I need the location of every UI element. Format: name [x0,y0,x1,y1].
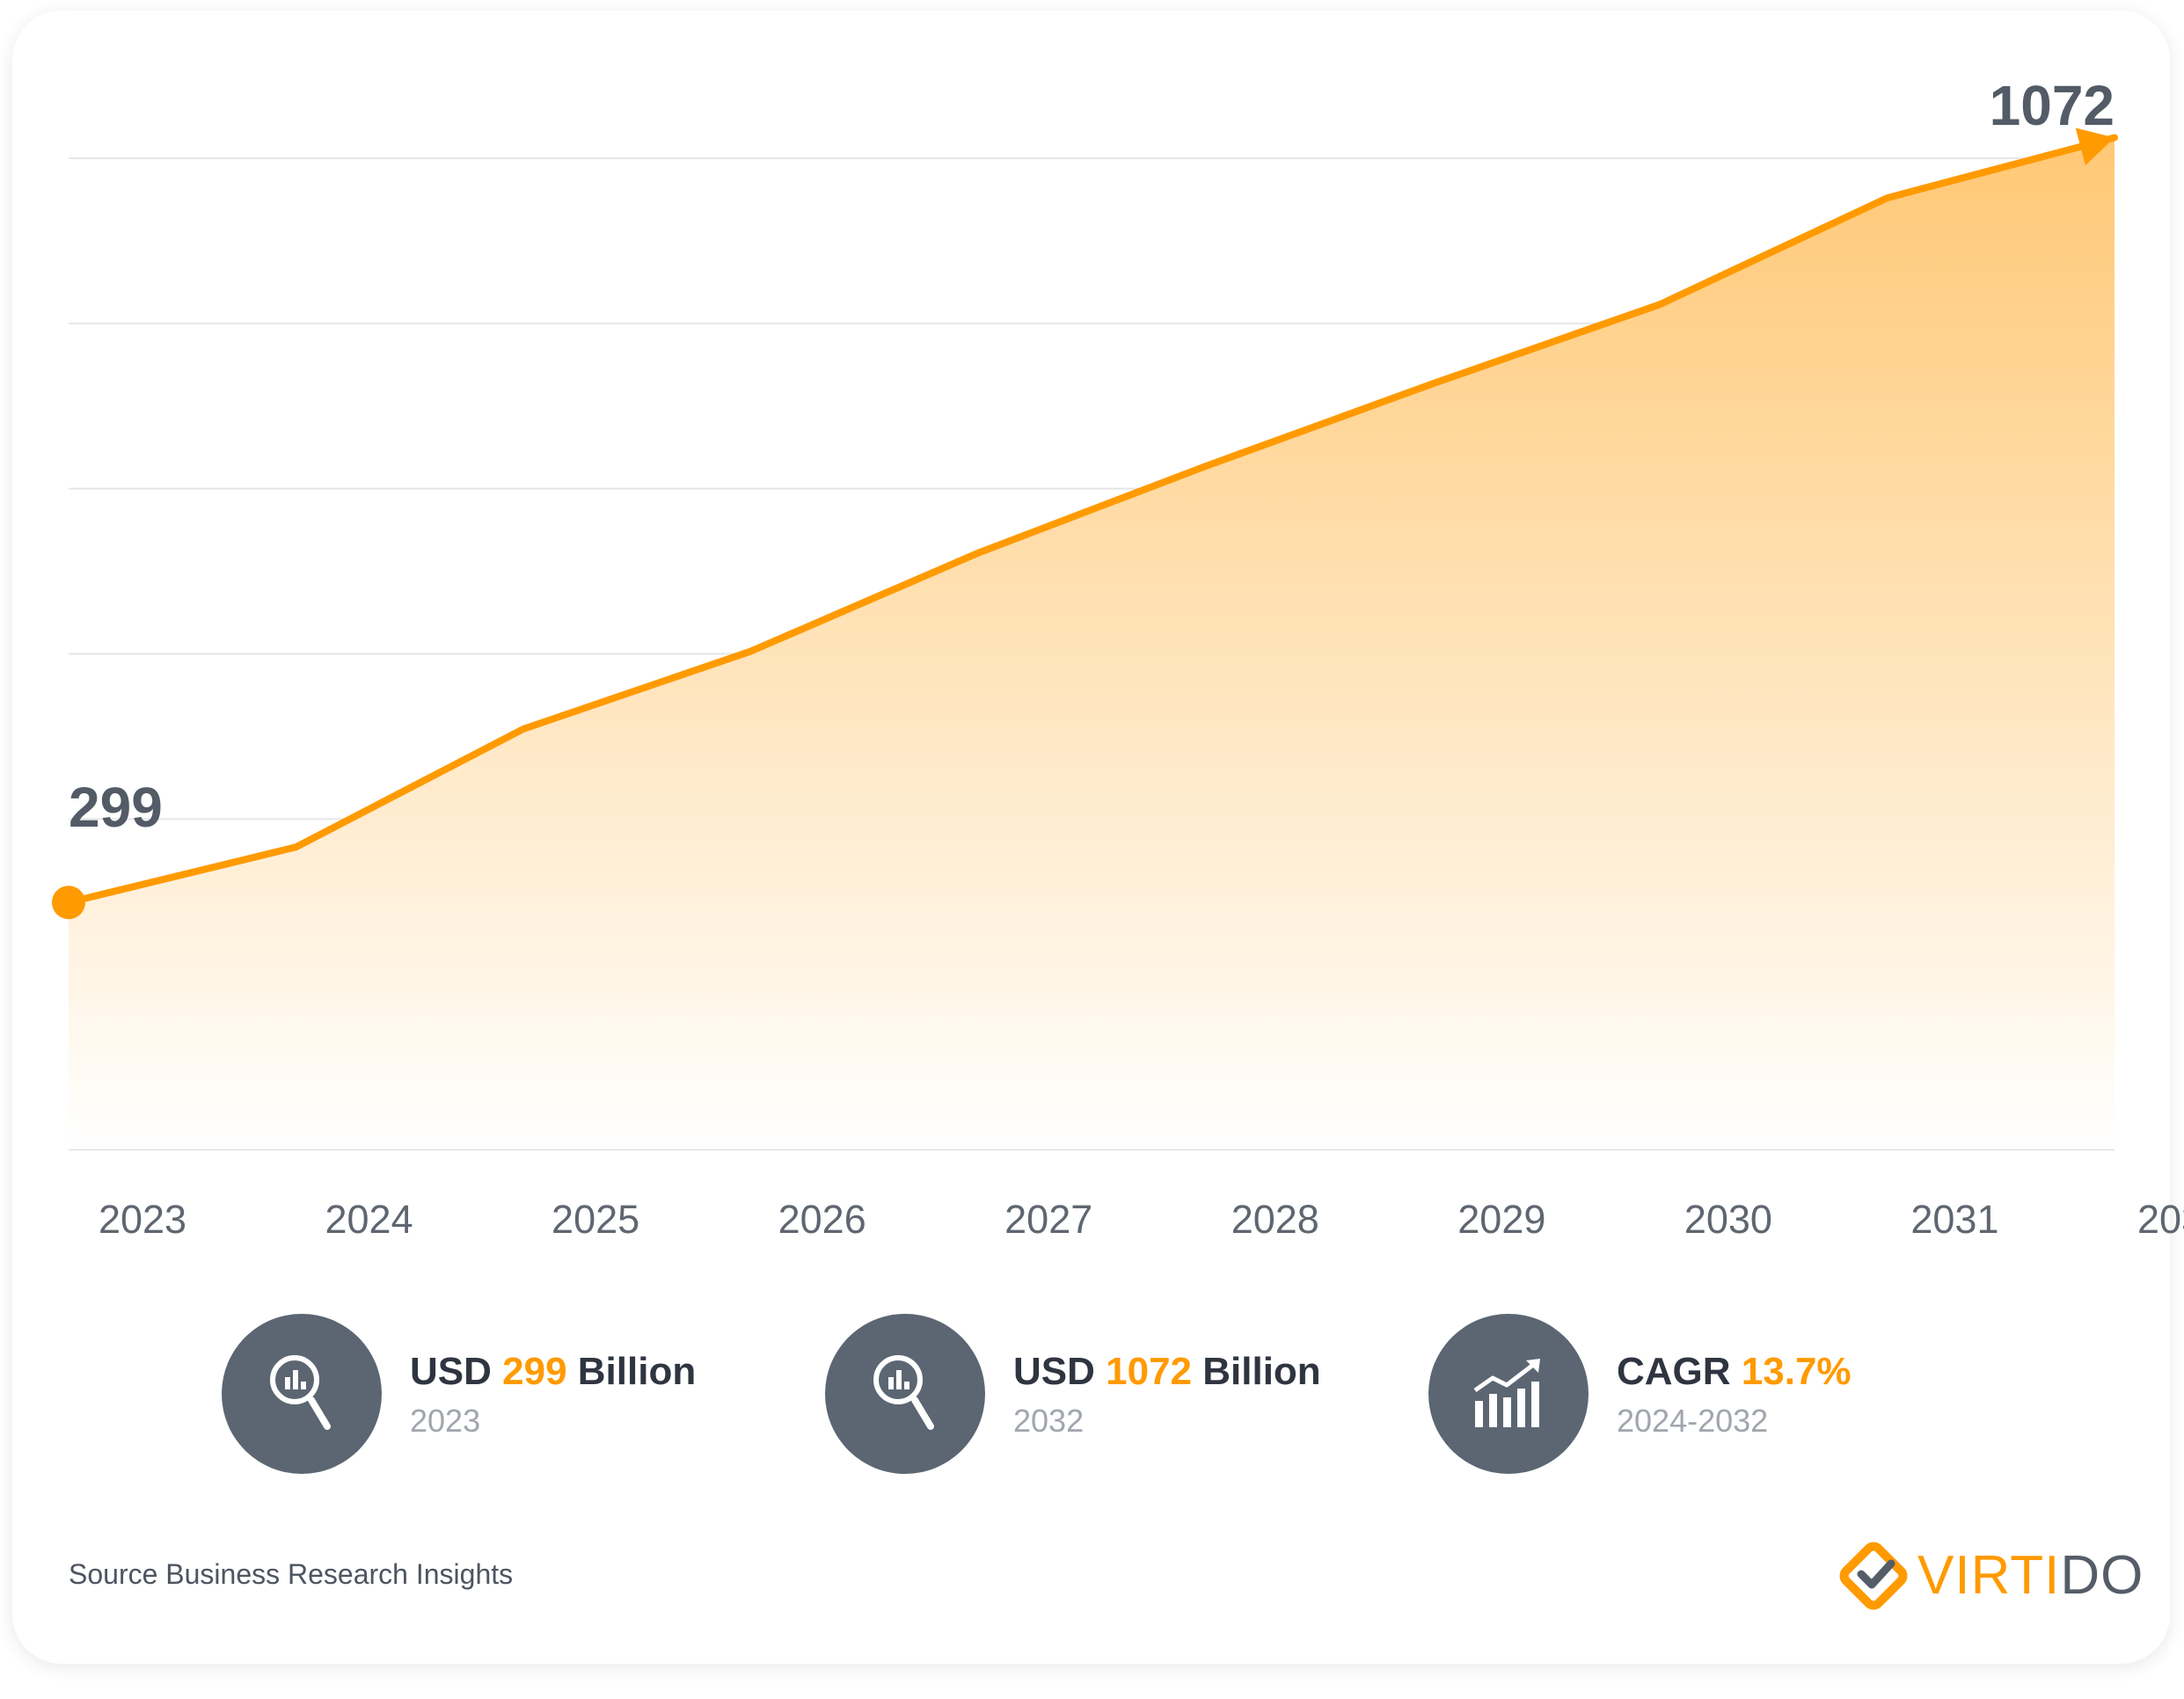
x-tick-label: 2027 [1004,1197,1092,1242]
x-tick-label: 2031 [1910,1197,1998,1242]
x-tick-label: 2026 [778,1197,866,1242]
virtido-logo: VIRTIDO [1838,1541,2144,1611]
area-fill [69,137,2115,1149]
end-value-label: 1072 [1990,74,2115,137]
x-tick-label: 2025 [551,1197,639,1242]
x-tick-label: 2032 [2137,1197,2184,1242]
x-tick-label: 2030 [1684,1197,1772,1242]
market-growth-chart: 2023 2024 2025 2026 2027 2028 2029 2030 2031 2032… [52,74,2184,1242]
x-tick-label: 2023 [99,1197,186,1242]
start-value-label: 299 [69,776,163,839]
search-chart-icon [222,1314,382,1474]
series-line [65,134,2118,907]
logo-mark-icon [1839,1542,1908,1610]
search-chart-icon [825,1314,985,1474]
x-axis-ticks: 2023 2024 2025 2026 2027 2028 2029 2030 2031 2032 [99,1197,2184,1242]
growth-chart-icon [1428,1314,1589,1474]
stat-cagr: CAGR 13.7% 2024-2032 [1428,1314,1852,1474]
start-point-marker [52,886,85,920]
end-arrow-marker [2075,128,2115,166]
source-caption: Source Business Research Insights [69,1558,514,1590]
stat-2023-value: USD 299 Billion 2023 [222,1314,696,1474]
x-tick-label: 2024 [325,1197,413,1242]
stat-2032-value: USD 1072 Billion 2032 [825,1314,1321,1474]
x-tick-label: 2029 [1457,1197,1545,1242]
x-tick-label: 2028 [1231,1197,1319,1242]
